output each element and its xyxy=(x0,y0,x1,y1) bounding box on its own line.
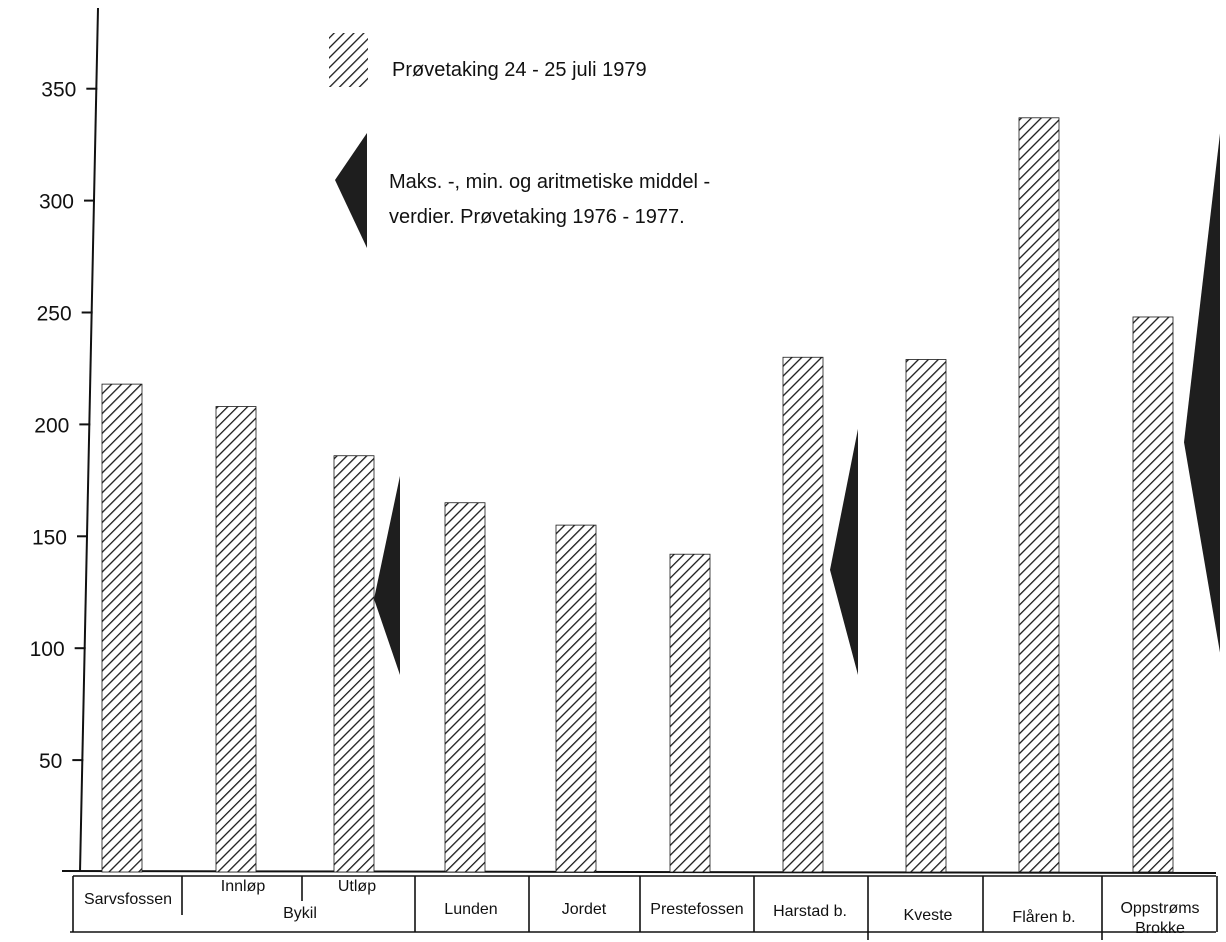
x-tick-label-utløp: Utløp xyxy=(338,878,376,895)
range-marker-oppstrøms-brokke xyxy=(1184,133,1220,653)
legend: Prøvetaking 24 - 25 juli 1979 Maks. -, m… xyxy=(329,33,710,248)
y-tick-label-300: 300 xyxy=(39,191,74,214)
range-markers xyxy=(374,133,1220,676)
bar-flåren-b xyxy=(1018,117,1060,873)
y-axis: 50 100 150 200 250 300 350 xyxy=(30,7,99,873)
bar-innløp xyxy=(215,406,257,873)
y-tick-label-200: 200 xyxy=(34,414,69,437)
x-tick-label-harstad-b: Harstad b. xyxy=(773,903,847,920)
x-tick-label-lunden: Lunden xyxy=(444,901,497,918)
x-tick-label-flåren-b: Flåren b. xyxy=(1012,908,1075,926)
group-label-bykil: Bykil xyxy=(283,905,317,922)
range-marker-harstad-b xyxy=(830,428,858,676)
legend-range-label-line2: verdier. Prøvetaking 1976 - 1977. xyxy=(389,206,685,228)
y-tick-label-150: 150 xyxy=(32,526,67,549)
x-tick-label-innløp: Innløp xyxy=(221,878,266,895)
range-marker-utløp xyxy=(374,475,400,676)
legend-range-label-line1: Maks. -, min. og aritmetiske middel - xyxy=(389,171,710,193)
y-tick-label-100: 100 xyxy=(30,638,65,661)
x-tick-label-prestefossen: Prestefossen xyxy=(650,901,743,918)
y-tick-label-250: 250 xyxy=(37,303,72,326)
x-tick-label-oppstrøms-brokke-line1: Oppstrøms xyxy=(1120,900,1199,917)
y-axis-line xyxy=(79,7,99,873)
x-tick-label-sarvsfossen: Sarvsfossen xyxy=(84,891,172,908)
bar-utløp xyxy=(333,455,375,873)
bar-jordet xyxy=(555,524,597,873)
bar-kveste xyxy=(905,359,947,873)
bars xyxy=(101,117,1174,873)
x-tick-label-oppstrøms-brokke-line2: Brokke xyxy=(1135,920,1185,937)
x-tick-label-jordet: Jordet xyxy=(562,901,607,918)
category-label-box: Sarvsfossen Innløp Utløp Lunden Jordet Preste… xyxy=(70,875,1218,940)
bar-oppstrøms-brokke xyxy=(1132,316,1174,873)
y-ticks: 50 100 150 200 250 300 350 xyxy=(30,79,98,773)
legend-hatch-swatch xyxy=(329,33,368,87)
bar-sarvsfossen xyxy=(101,383,143,873)
x-tick-label-kveste: Kveste xyxy=(904,907,953,924)
legend-hatch-label: Prøvetaking 24 - 25 juli 1979 xyxy=(392,59,647,81)
y-tick-label-350: 350 xyxy=(41,79,76,102)
legend-range-swatch xyxy=(335,133,367,248)
y-tick-label-50: 50 xyxy=(39,750,62,773)
bar-harstad-b xyxy=(782,356,824,873)
bar-lunden xyxy=(444,502,486,873)
bar-prestefossen xyxy=(669,553,711,873)
